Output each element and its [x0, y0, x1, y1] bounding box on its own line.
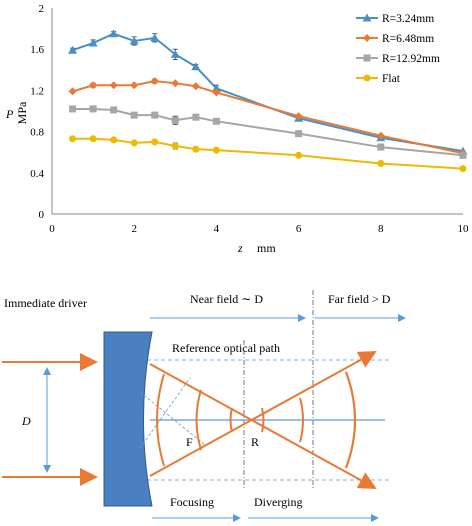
series-3-point-7: [212, 146, 220, 154]
series-3-point-6: [192, 145, 200, 153]
series-3-point-2: [110, 136, 118, 144]
legend-label-0: R=3.24mm: [382, 13, 434, 25]
diverging-label: Diverging: [254, 495, 302, 509]
y-axis-label: P: [5, 107, 14, 121]
series-0-point-1: [88, 38, 98, 47]
x-tick-label-4: 8: [378, 223, 384, 235]
y-tick-label-2: 0.8: [30, 127, 44, 139]
series-0-point-4: [150, 33, 160, 42]
y-tick-label-1: 0.4: [30, 168, 44, 180]
y-tick-labels: 0 0.4 0.8 1.2 1.6 2: [30, 3, 44, 221]
far-field-label: Far field > D: [328, 292, 391, 306]
series-1-point-5: [171, 79, 180, 88]
legend: R=3.24mm R=6.48mm R=12.92mm Flat: [356, 13, 440, 85]
series-3-point-8: [295, 151, 303, 159]
x-tick-labels: 0 2 4 6 8 10: [49, 223, 469, 235]
reference-path-label: Reference optical path: [172, 341, 280, 355]
series-2-point-9: [377, 143, 385, 151]
legend-swatch-marker-2: [363, 54, 371, 62]
series-2: [69, 105, 467, 159]
d-label: D: [21, 414, 31, 428]
series-1: [68, 77, 467, 158]
series-3-point-0: [69, 135, 77, 143]
series-0-point-0: [68, 45, 78, 54]
series-0-point-2: [109, 29, 119, 38]
y-tick-label-5: 2: [39, 3, 45, 15]
series-layer: [68, 29, 468, 173]
wavefront-4: [261, 407, 265, 433]
y-tick-label-4: 1.6: [30, 44, 44, 56]
wavefront-1: [156, 373, 165, 467]
series-3-point-10: [459, 165, 467, 173]
legend-item-1: R=6.48mm: [356, 33, 434, 45]
series-0-point-5: [170, 49, 180, 58]
y-tick-label-3: 1.2: [30, 85, 44, 97]
series-2-point-5: [171, 116, 179, 124]
legend-label-1: R=6.48mm: [382, 33, 434, 45]
x-tick-label-1: 2: [131, 223, 137, 235]
series-1-point-1: [89, 81, 98, 90]
construction-line-2: [139, 377, 191, 449]
legend-item-2: R=12.92mm: [356, 53, 440, 65]
x-axis-unit: mm: [257, 241, 276, 255]
series-1-point-9: [376, 131, 385, 140]
series-0: [68, 29, 468, 155]
series-3-point-9: [377, 160, 385, 168]
transducer-diagram: Immediate driver Near field ∼ D Far fiel…: [2, 290, 406, 522]
series-0-line: [72, 32, 464, 153]
series-3-point-5: [171, 142, 179, 150]
near-field-label: Near field ∼ D: [190, 292, 263, 306]
driver-label: Immediate driver: [4, 296, 87, 310]
series-3: [69, 135, 467, 173]
construction-line-1: [139, 391, 206, 446]
legend-swatch-marker-1: [363, 34, 371, 42]
series-1-point-4: [150, 77, 159, 86]
series-1-point-7: [212, 88, 221, 97]
series-2-point-8: [295, 130, 303, 138]
legend-label-2: R=12.92mm: [382, 53, 440, 65]
radius-label: R: [251, 435, 259, 449]
y-axis-unit: MPa: [15, 101, 29, 124]
series-2-point-2: [110, 106, 118, 114]
series-1-point-6: [191, 82, 200, 91]
series-2-point-3: [130, 111, 138, 119]
series-2-point-1: [89, 105, 97, 113]
focus-label: F: [186, 435, 193, 449]
x-tick-label-3: 6: [296, 223, 302, 235]
legend-item-3: Flat: [356, 73, 401, 85]
series-0-point-6: [191, 62, 201, 71]
series-1-point-3: [130, 81, 139, 90]
x-axis-label: z: [237, 241, 243, 255]
x-tick-label-0: 0: [49, 223, 55, 235]
series-2-point-10: [459, 151, 467, 159]
series-1-point-2: [109, 81, 118, 90]
series-0-point-3: [129, 36, 139, 45]
focusing-label: Focusing: [170, 495, 214, 509]
legend-swatch-marker-0: [362, 13, 372, 22]
series-0-point-7: [211, 83, 221, 92]
series-2-point-0: [69, 105, 77, 113]
wavefront-5: [299, 397, 304, 443]
transducer-body: [103, 331, 153, 507]
series-1-point-0: [68, 87, 77, 96]
series-3-point-3: [130, 139, 138, 147]
legend-swatch-marker-3: [363, 74, 371, 82]
series-2-point-4: [151, 111, 159, 119]
x-tick-label-2: 4: [214, 223, 220, 235]
wavefront-3: [229, 407, 233, 433]
x-tick-label-5: 10: [458, 223, 470, 235]
legend-item-0: R=3.24mm: [356, 13, 434, 25]
series-1-point-8: [294, 112, 303, 121]
series-3-point-4: [151, 138, 159, 146]
y-tick-label-0: 0: [39, 209, 45, 221]
wavefront-6: [344, 371, 357, 469]
series-2-point-7: [212, 117, 220, 125]
series-2-point-6: [192, 113, 200, 121]
series-3-point-1: [89, 135, 97, 143]
wavefront-2: [195, 389, 202, 451]
legend-label-3: Flat: [382, 73, 401, 85]
pressure-chart: 0 0.4 0.8 1.2 1.6 2 0 2 4 6 8 10 P MPa z mm R=3.24…: [5, 3, 469, 255]
